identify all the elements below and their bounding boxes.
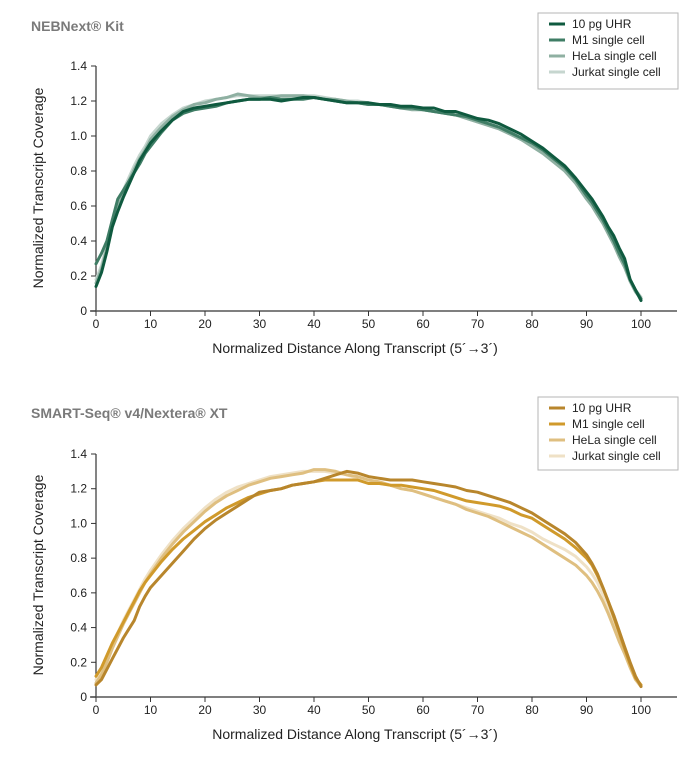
y-tick-label: 1.0 [70, 129, 87, 143]
y-tick-label: 1.2 [70, 482, 87, 496]
y-axis-label: Normalized Transcript Coverage [30, 474, 46, 675]
series-line-m1-single-cell [94, 96, 643, 301]
x-tick-label: 10 [144, 703, 158, 717]
legend-label: M1 single cell [572, 33, 645, 47]
y-tick-label: 1.0 [70, 516, 87, 530]
x-tick-label: 0 [93, 703, 100, 717]
series-line-jurkat-single-cell [94, 469, 643, 687]
x-tick-label: 70 [471, 317, 485, 331]
y-tick-label: 0 [80, 690, 87, 704]
x-tick-label: 90 [580, 317, 594, 331]
series-line-10-pg-uhr [94, 96, 643, 302]
x-tick-label: 0 [93, 317, 100, 331]
x-tick-label: 100 [631, 703, 651, 717]
y-tick-label: 0.8 [70, 551, 87, 565]
x-tick-label: 100 [631, 317, 651, 331]
y-axis-label: Normalized Transcript Coverage [30, 87, 46, 288]
series-line-hela-single-cell [94, 468, 643, 689]
legend-label: HeLa single cell [572, 49, 657, 63]
plot-area: 0 0.2 0.4 0.6 0.8 1.0 1.2 1.4 0 10 20 30 40 50 60 70 80 9… [70, 447, 677, 717]
legend: 10 pg UHR M1 single cell HeLa single cell J… [537, 396, 679, 471]
legend-box [537, 12, 679, 90]
x-tick-label: 10 [144, 317, 158, 331]
x-tick-label: 60 [416, 317, 430, 331]
series-line-hela-single-cell [94, 92, 643, 301]
x-tick-label: 50 [362, 317, 376, 331]
y-tick-label: 0 [80, 304, 87, 318]
x-tick-label: 20 [198, 317, 212, 331]
x-tick-label: 20 [198, 703, 212, 717]
chart-title: SMART-Seq® v4/Nextera® XT [31, 405, 228, 421]
y-tick-label: 0.6 [70, 586, 87, 600]
series-line-jurkat-single-cell [94, 94, 643, 299]
x-axis-label: Normalized Distance Along Transcript (5´… [212, 340, 498, 356]
x-axis-label: Normalized Distance Along Transcript (5´… [212, 726, 498, 742]
plot-area: 0 0.2 0.4 0.6 0.8 1.0 1.2 1.4 0 10 20 30 40 50 60 70 80 9… [70, 59, 677, 331]
legend-label: M1 single cell [572, 417, 645, 431]
y-tick-label: 0.6 [70, 199, 87, 213]
x-tick-label: 30 [253, 703, 267, 717]
legend: 10 pg UHR M1 single cell HeLa single cell J… [537, 12, 679, 90]
legend-label: 10 pg UHR [572, 17, 632, 31]
chart-title: NEBNext® Kit [31, 18, 124, 34]
y-tick-label: 0.2 [70, 655, 87, 669]
x-tick-label: 30 [253, 317, 267, 331]
series-line-m1-single-cell [94, 478, 643, 687]
legend-label: Jurkat single cell [572, 65, 661, 79]
nebnext-chart-panel: NEBNext® Kit 0 0.2 0.4 0.6 0.8 1.0 1.2 1.4 0 10 20… [30, 12, 679, 356]
x-tick-label: 50 [362, 703, 376, 717]
x-tick-label: 90 [580, 703, 594, 717]
y-tick-label: 0.4 [70, 234, 87, 248]
x-tick-label: 40 [307, 703, 321, 717]
y-tick-label: 1.4 [70, 447, 87, 461]
y-tick-label: 0.4 [70, 621, 87, 635]
legend-label: HeLa single cell [572, 433, 657, 447]
x-tick-label: 70 [471, 703, 485, 717]
legend-label: 10 pg UHR [572, 401, 632, 415]
x-tick-label: 80 [525, 317, 539, 331]
x-tick-label: 80 [525, 703, 539, 717]
y-tick-label: 0.2 [70, 269, 87, 283]
x-tick-label: 60 [416, 703, 430, 717]
y-tick-label: 1.4 [70, 59, 87, 73]
legend-label: Jurkat single cell [572, 449, 661, 463]
series-line-10-pg-uhr [94, 469, 643, 689]
x-tick-label: 40 [307, 317, 321, 331]
y-tick-label: 0.8 [70, 164, 87, 178]
y-tick-label: 1.2 [70, 94, 87, 108]
smartseq-chart-panel: SMART-Seq® v4/Nextera® XT 0 0.2 0.4 0.6 0.8 1… [30, 396, 679, 742]
